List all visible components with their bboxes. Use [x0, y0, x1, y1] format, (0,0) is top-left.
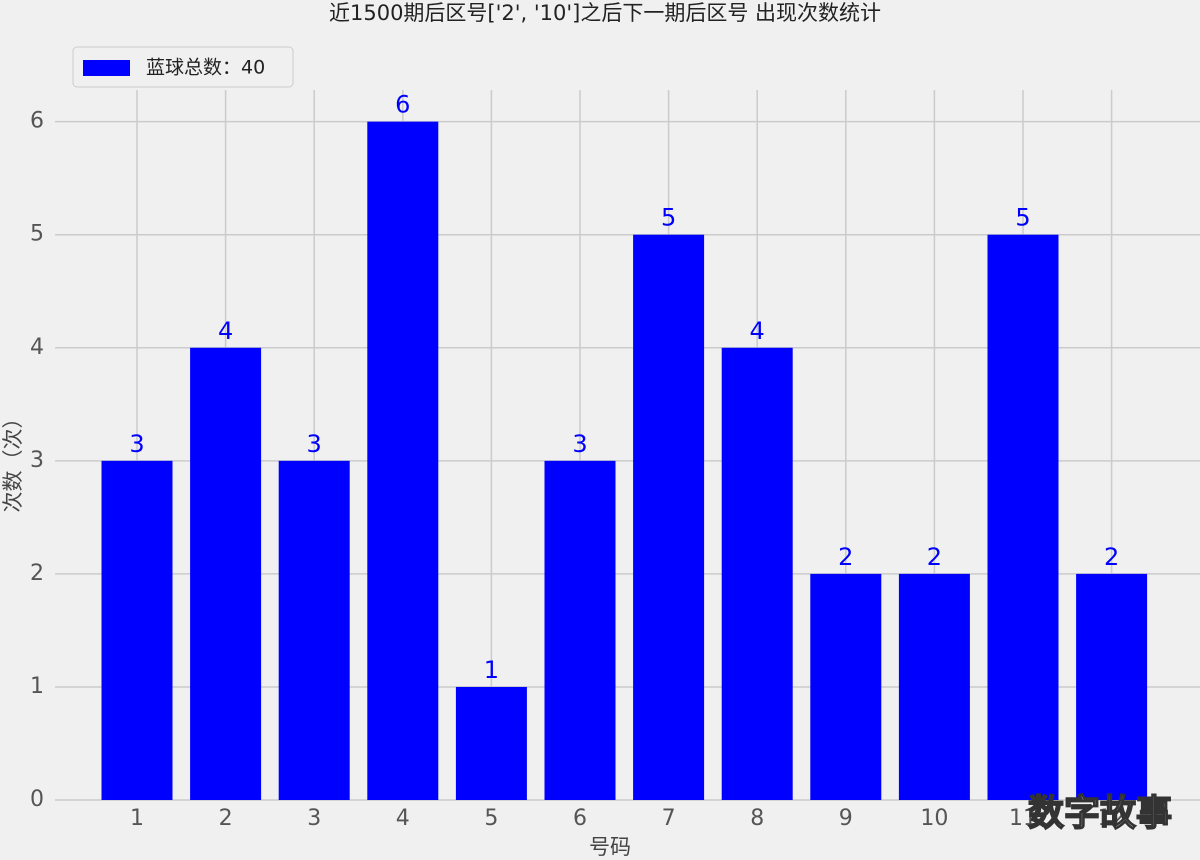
- y-tick-label: 6: [30, 109, 44, 134]
- x-tick-label: 7: [662, 806, 676, 831]
- data-label: 1: [484, 656, 499, 684]
- data-label: 6: [395, 91, 410, 119]
- data-label: 5: [661, 204, 676, 232]
- bar: [810, 573, 882, 800]
- bar: [633, 234, 705, 800]
- legend: 蓝球总数：40: [72, 46, 294, 88]
- bar: [544, 460, 616, 800]
- chart-title: 近1500期后区号['2', '10']之后下一期后区号 出现次数统计: [329, 1, 881, 25]
- bar: [367, 121, 439, 800]
- x-tick-label: 3: [307, 806, 321, 831]
- x-tick-label: 4: [396, 806, 410, 831]
- data-label: 4: [750, 317, 765, 345]
- data-label: 3: [129, 430, 144, 458]
- x-tick-label: 2: [219, 806, 233, 831]
- bar: [278, 460, 350, 800]
- data-label: 2: [1104, 543, 1119, 571]
- data-label: 2: [838, 543, 853, 571]
- bar: [1076, 573, 1148, 800]
- x-tick-label: 9: [839, 806, 853, 831]
- y-tick-label: 4: [30, 335, 44, 360]
- bar: [101, 460, 173, 800]
- legend-box: [72, 46, 294, 88]
- watermark: 数字故事: [1028, 793, 1172, 834]
- legend-label: 蓝球总数：40: [146, 57, 265, 79]
- y-tick-label: 5: [30, 222, 44, 247]
- x-tick-label: 10: [920, 806, 948, 831]
- x-tick-label: 11: [1009, 806, 1037, 831]
- data-label: 4: [218, 317, 233, 345]
- bar: [898, 573, 970, 800]
- y-tick-label: 2: [30, 561, 44, 586]
- y-tick-label: 1: [30, 674, 44, 699]
- bar: [721, 347, 793, 800]
- data-label: 5: [1015, 204, 1030, 232]
- bar: [987, 234, 1059, 800]
- y-tick-label: 3: [30, 448, 44, 473]
- x-tick-label: 5: [484, 806, 498, 831]
- legend-swatch: [83, 60, 130, 76]
- x-tick-label: 6: [573, 806, 587, 831]
- bar: [190, 347, 262, 800]
- x-tick-label: 8: [750, 806, 764, 831]
- bar: [455, 686, 527, 800]
- x-tick-label: 12: [1098, 806, 1126, 831]
- y-axis-label: 次数（次）: [1, 408, 25, 513]
- x-axis-label: 号码: [589, 835, 631, 859]
- y-tick-label: 0: [30, 787, 44, 812]
- x-tick-label: 1: [130, 806, 144, 831]
- data-label: 3: [307, 430, 322, 458]
- data-label: 3: [572, 430, 587, 458]
- marks: 3 4 3 6 1 3 5 4 2 2 5 2: [101, 91, 1148, 800]
- data-label: 2: [927, 543, 942, 571]
